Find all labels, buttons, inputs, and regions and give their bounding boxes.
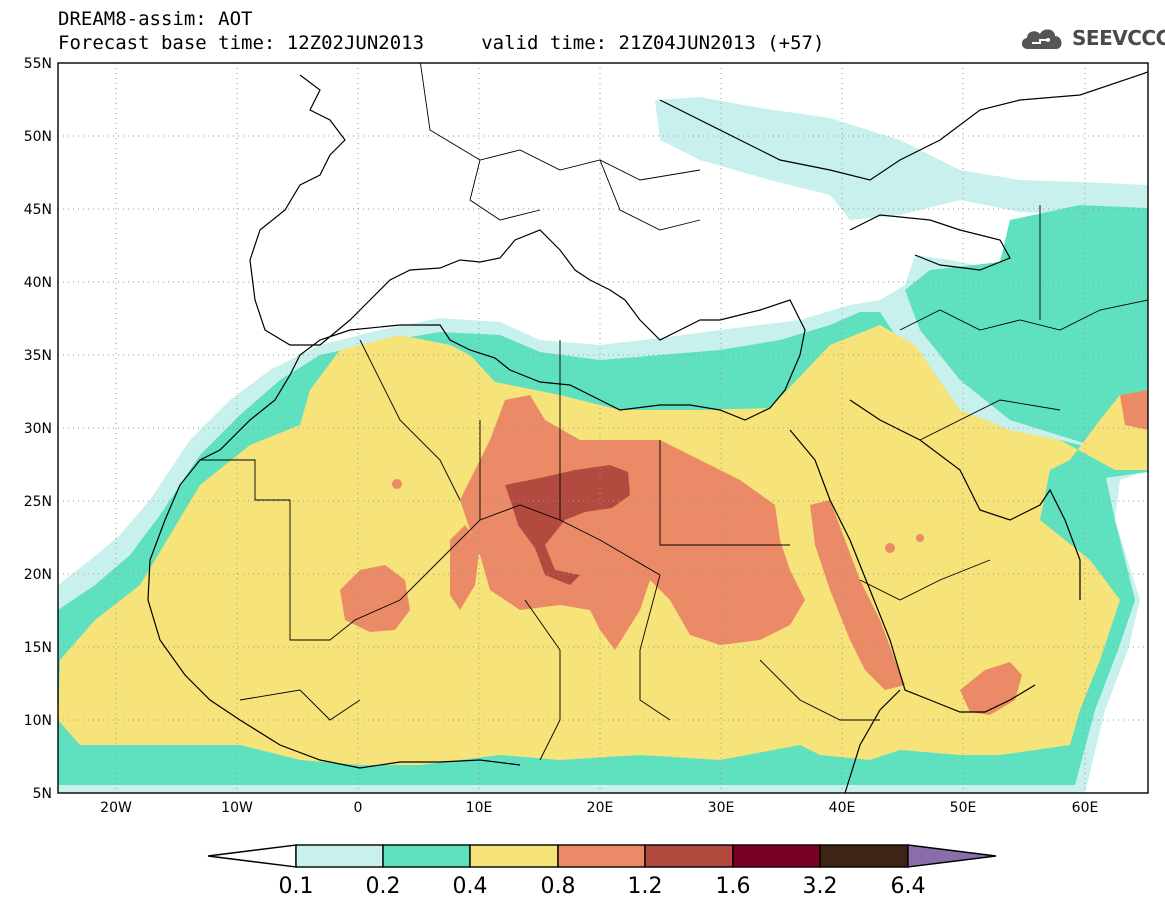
- lon-label: 10W: [221, 800, 253, 816]
- lat-label: 50N: [24, 129, 52, 145]
- lat-label: 10N: [24, 713, 52, 729]
- lon-label: 10E: [466, 800, 493, 816]
- colorbar-lower-arrow: [207, 844, 297, 868]
- coastlines: [147, 71, 1148, 793]
- lat-label: 15N: [24, 640, 52, 656]
- lat-label: 20N: [24, 567, 52, 583]
- latitude-labels: 55N 50N 45N 40N 35N 30N 25N 20N 15N 10N …: [24, 56, 52, 802]
- lon-label: 0: [354, 800, 363, 816]
- colorbar-swatch: [557, 844, 646, 868]
- colorbar-label: 1.6: [716, 874, 751, 899]
- aot-band-0.8-1.2: [340, 390, 1148, 715]
- forecast-time-info: Forecast base time: 12Z02JUN2013 valid t…: [58, 32, 825, 54]
- lat-label: 55N: [24, 56, 52, 72]
- cloud-logo-icon: [1021, 29, 1062, 49]
- colorbar-swatch: [382, 844, 471, 868]
- colorbar-swatch: [644, 844, 734, 868]
- aot-band-1.2-1.6: [505, 465, 630, 585]
- map-title: DREAM8-assim: AOT: [58, 8, 253, 30]
- lon-label: 40E: [829, 800, 856, 816]
- colorbar: [207, 844, 997, 868]
- lat-label: 25N: [24, 494, 52, 510]
- lon-label: 20W: [100, 800, 132, 816]
- logo-text: SEEVCCC: [1072, 26, 1165, 50]
- colorbar-label: 3.2: [803, 874, 838, 899]
- lat-label: 5N: [33, 786, 52, 802]
- seevccc-logo: SEEVCCC: [1018, 22, 1165, 54]
- colorbar-label: 1.2: [628, 874, 663, 899]
- colorbar-swatch: [732, 844, 821, 868]
- colorbar-label: 0.1: [279, 874, 314, 899]
- lon-label: 60E: [1072, 800, 1099, 816]
- colorbar-swatch: [469, 844, 559, 868]
- country-borders: [200, 63, 1148, 761]
- colorbar-labels: 0.1 0.2 0.4 0.8 1.2 1.6 3.2 6.4: [279, 874, 926, 899]
- lon-label: 30E: [708, 800, 735, 816]
- graticule: [58, 63, 1148, 793]
- lat-label: 45N: [24, 202, 52, 218]
- map-border: [57, 62, 1149, 794]
- colorbar-label: 0.4: [453, 874, 488, 899]
- colorbar-label: 0.8: [541, 874, 576, 899]
- longitude-labels: 20W 10W 0 10E 20E 30E 40E 50E 60E: [100, 800, 1098, 816]
- lat-label: 40N: [24, 275, 52, 291]
- lat-label: 30N: [24, 421, 52, 437]
- colorbar-label: 6.4: [891, 874, 926, 899]
- lon-label: 20E: [587, 800, 614, 816]
- colorbar-swatch: [819, 844, 909, 868]
- colorbar-label: 0.2: [366, 874, 401, 899]
- map-frame-content: [58, 63, 1148, 793]
- colorbar-swatch: [295, 844, 384, 868]
- lat-label: 35N: [24, 348, 52, 364]
- colorbar-upper-arrow: [907, 844, 997, 868]
- lon-label: 50E: [950, 800, 977, 816]
